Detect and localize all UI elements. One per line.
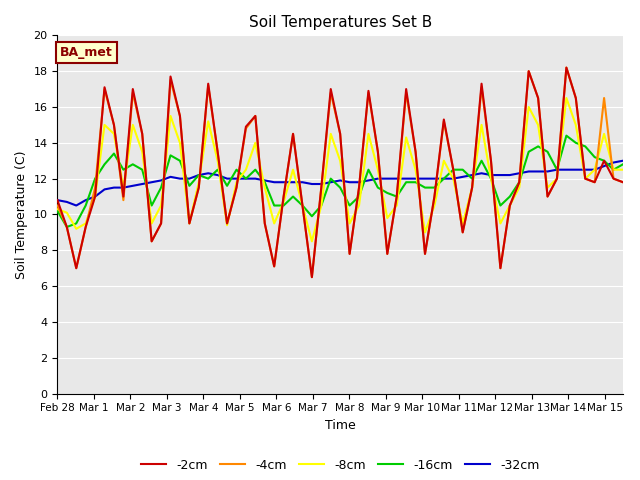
-8cm: [166, 113, 174, 119]
-2cm: [186, 220, 193, 226]
-4cm: [553, 176, 561, 181]
-32cm: [176, 176, 184, 181]
-2cm: [553, 176, 561, 181]
-2cm: [403, 86, 410, 92]
-8cm: [54, 206, 61, 212]
-32cm: [553, 167, 561, 173]
-4cm: [166, 77, 174, 83]
Line: -4cm: -4cm: [58, 68, 623, 277]
-2cm: [563, 65, 570, 71]
-32cm: [195, 172, 203, 178]
-4cm: [365, 90, 372, 96]
-8cm: [563, 95, 570, 101]
Line: -8cm: -8cm: [58, 98, 623, 241]
Line: -16cm: -16cm: [58, 136, 623, 227]
-16cm: [63, 224, 70, 230]
-32cm: [54, 197, 61, 203]
Legend: -2cm, -4cm, -8cm, -16cm, -32cm: -2cm, -4cm, -8cm, -16cm, -32cm: [136, 454, 545, 477]
-16cm: [195, 172, 203, 178]
-8cm: [553, 176, 561, 181]
Line: -2cm: -2cm: [58, 68, 623, 277]
-32cm: [619, 158, 627, 164]
-2cm: [365, 88, 372, 94]
-8cm: [365, 131, 372, 137]
-2cm: [308, 274, 316, 280]
-4cm: [619, 180, 627, 185]
-2cm: [166, 73, 174, 79]
Text: BA_met: BA_met: [60, 46, 113, 59]
Y-axis label: Soil Temperature (C): Soil Temperature (C): [15, 150, 28, 279]
-16cm: [54, 208, 61, 214]
-2cm: [252, 113, 259, 119]
-4cm: [563, 65, 570, 71]
-16cm: [365, 167, 372, 173]
-8cm: [403, 134, 410, 140]
Title: Soil Temperatures Set B: Soil Temperatures Set B: [248, 15, 432, 30]
-4cm: [403, 90, 410, 96]
-32cm: [403, 176, 410, 181]
Line: -32cm: -32cm: [58, 161, 623, 205]
-8cm: [252, 140, 259, 146]
-16cm: [619, 161, 627, 167]
-32cm: [365, 178, 372, 183]
-16cm: [563, 133, 570, 139]
-4cm: [252, 113, 259, 119]
-8cm: [619, 167, 627, 173]
-16cm: [553, 167, 561, 173]
-32cm: [261, 178, 269, 183]
-16cm: [261, 180, 269, 185]
-2cm: [619, 180, 627, 185]
-4cm: [54, 203, 61, 208]
-16cm: [403, 180, 410, 185]
-4cm: [308, 274, 316, 280]
-8cm: [186, 220, 193, 226]
-32cm: [72, 203, 80, 208]
-16cm: [176, 158, 184, 164]
-4cm: [186, 220, 193, 226]
X-axis label: Time: Time: [324, 419, 356, 432]
-2cm: [54, 197, 61, 203]
-8cm: [308, 239, 316, 244]
